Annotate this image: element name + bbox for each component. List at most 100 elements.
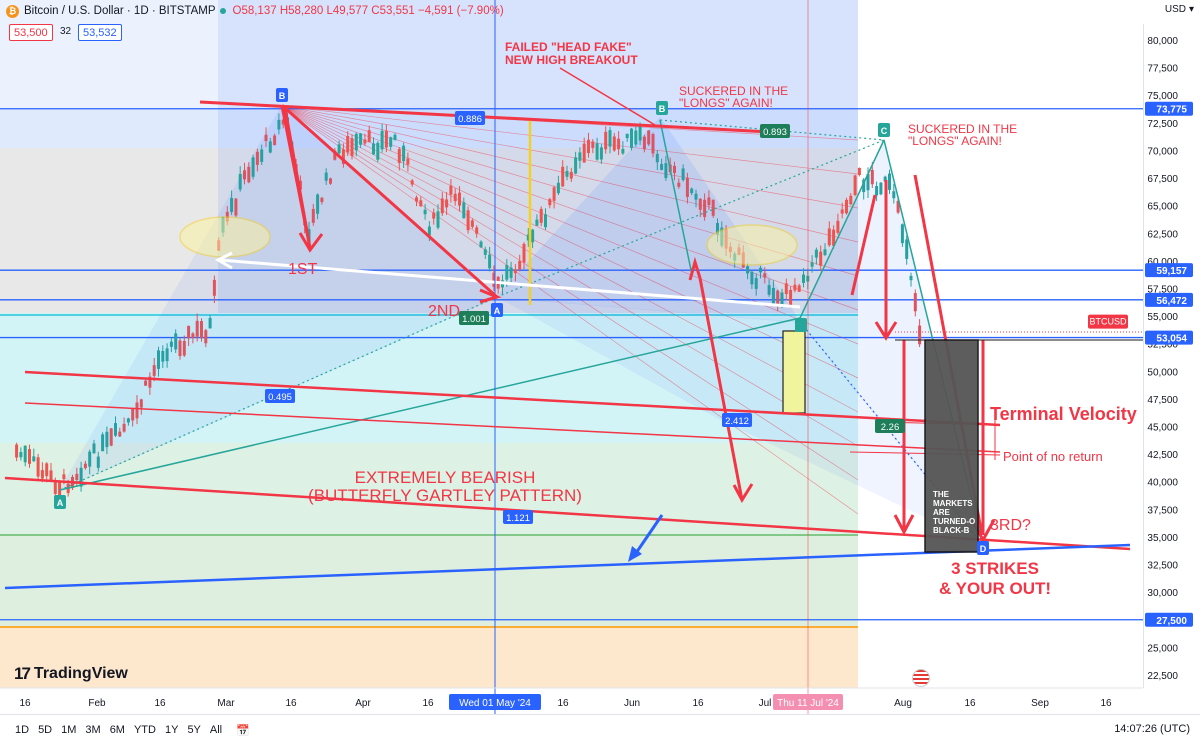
symbol-title[interactable]: Bitcoin / U.S. Dollar · 1D · BITSTAMP bbox=[24, 5, 216, 17]
candle-body bbox=[126, 418, 130, 423]
candle-body bbox=[423, 209, 427, 215]
timeframe-all[interactable]: All bbox=[209, 724, 223, 736]
annotation-suckered-1: SUCKERED IN THE "LONGS" AGAIN! bbox=[679, 84, 788, 110]
candle-body bbox=[402, 145, 406, 162]
yellow-ellipse-2 bbox=[706, 224, 798, 266]
candle-body bbox=[913, 293, 917, 312]
candle-body bbox=[131, 408, 135, 421]
red-arrow-down-1-head bbox=[732, 483, 754, 503]
timeframe-6m[interactable]: 6M bbox=[109, 724, 125, 736]
pattern-point-marker[interactable] bbox=[54, 495, 66, 509]
candle-body bbox=[49, 470, 53, 481]
pattern-point-marker[interactable] bbox=[491, 303, 503, 317]
candle-body bbox=[273, 135, 277, 146]
pattern-point-label: B bbox=[279, 91, 286, 101]
candle-body bbox=[552, 187, 556, 201]
us-flag-icon[interactable] bbox=[912, 669, 930, 687]
candle-body bbox=[458, 192, 461, 206]
pattern-point-marker[interactable] bbox=[977, 541, 989, 555]
candle-body bbox=[522, 243, 526, 263]
candle-body bbox=[165, 348, 169, 362]
timeframe-1d[interactable]: 1D bbox=[15, 724, 30, 736]
fan-line bbox=[281, 105, 859, 515]
candle-body bbox=[638, 124, 642, 141]
candle-body bbox=[892, 191, 896, 199]
candle-body bbox=[406, 158, 410, 165]
candle-body bbox=[823, 249, 827, 256]
pattern-point-marker[interactable] bbox=[276, 88, 288, 102]
candle-body bbox=[544, 214, 547, 228]
candle-body bbox=[83, 463, 87, 469]
candle-body bbox=[518, 261, 522, 270]
candle-body bbox=[625, 133, 629, 139]
red-line-2 bbox=[24, 402, 1001, 453]
candle-body bbox=[595, 143, 599, 160]
candle-body bbox=[243, 170, 246, 180]
red-arrow-down-4-head bbox=[893, 514, 915, 536]
candle-body bbox=[556, 182, 560, 194]
candle-body bbox=[169, 341, 173, 347]
timeframe-1y[interactable]: 1Y bbox=[164, 724, 179, 736]
candle-body bbox=[879, 182, 883, 195]
price-axis[interactable] bbox=[1143, 24, 1200, 688]
candle-body bbox=[698, 198, 702, 210]
candle-body bbox=[827, 228, 831, 246]
timeframe-5y[interactable]: 5Y bbox=[187, 724, 201, 736]
chart-header: ₿ Bitcoin / U.S. Dollar · 1D · BITSTAMP … bbox=[6, 3, 504, 19]
timeframe-ytd[interactable]: YTD bbox=[133, 724, 156, 736]
candle-body bbox=[397, 148, 401, 163]
candle-body bbox=[853, 175, 857, 195]
timeframe-3m[interactable]: 3M bbox=[85, 724, 101, 736]
pattern-point-marker[interactable] bbox=[878, 123, 890, 137]
candle-body bbox=[440, 198, 444, 214]
candle-body bbox=[814, 249, 818, 258]
ohlc-values: O58,137 H58,280 L49,577 C53,551 −4,591 (… bbox=[232, 5, 504, 17]
candle-body bbox=[36, 457, 40, 477]
red-zigzag-head-2 bbox=[479, 288, 502, 304]
buy-button[interactable]: 53,532 bbox=[78, 24, 122, 41]
candle-body bbox=[694, 193, 698, 200]
tradingview-logo[interactable]: 17 TradingView bbox=[14, 664, 128, 683]
pattern-point-marker[interactable] bbox=[795, 318, 807, 332]
candle-body bbox=[836, 220, 840, 233]
calendar-icon[interactable]: 📅 bbox=[236, 724, 250, 737]
candle-body bbox=[238, 173, 242, 190]
candle-body bbox=[432, 212, 436, 219]
candle-body bbox=[776, 290, 780, 307]
candle-body bbox=[561, 166, 565, 187]
candle-body bbox=[337, 144, 341, 154]
candle-body bbox=[612, 136, 616, 151]
candle-body bbox=[380, 130, 384, 150]
candle-body bbox=[746, 266, 750, 274]
utc-clock[interactable]: 14:07:26 (UTC) bbox=[1114, 723, 1190, 735]
candle-body bbox=[230, 197, 234, 213]
annotation-extremely-bearish: EXTREMELY BEARISH (BUTTERFLY GARTLEY PATT… bbox=[308, 468, 582, 505]
ratio-label: 1.001 bbox=[462, 314, 486, 325]
ratio-label: 0.893 bbox=[763, 127, 787, 138]
candle-body bbox=[862, 179, 866, 193]
candle-body bbox=[780, 292, 784, 306]
timeframe-1m[interactable]: 1M bbox=[61, 724, 77, 736]
candle-body bbox=[539, 208, 543, 223]
candle-body bbox=[651, 134, 655, 154]
candle-body bbox=[587, 139, 590, 154]
currency-selector[interactable]: USD ▾ bbox=[1164, 4, 1194, 15]
candle-body bbox=[359, 133, 363, 145]
timeframe-bar: 1D 5D 1M 3M 6M YTD 1Y 5Y All 📅 14:07:26 … bbox=[0, 714, 1200, 745]
candle-body bbox=[255, 151, 259, 165]
candle-body bbox=[789, 289, 793, 307]
candle-body bbox=[832, 229, 836, 246]
ratio-badge bbox=[722, 413, 752, 427]
candle-body bbox=[875, 186, 879, 196]
candle-body bbox=[896, 200, 900, 213]
timeframe-5d[interactable]: 5D bbox=[38, 724, 53, 736]
candle-body bbox=[268, 141, 272, 153]
sell-button[interactable]: 53,500 bbox=[9, 24, 53, 41]
candle-body bbox=[810, 262, 814, 267]
pattern-point-marker[interactable] bbox=[656, 101, 668, 115]
ratio-badge bbox=[503, 510, 533, 524]
candle-body bbox=[677, 182, 681, 187]
ratio-label: 0.886 bbox=[458, 114, 482, 125]
candle-body bbox=[505, 265, 509, 280]
